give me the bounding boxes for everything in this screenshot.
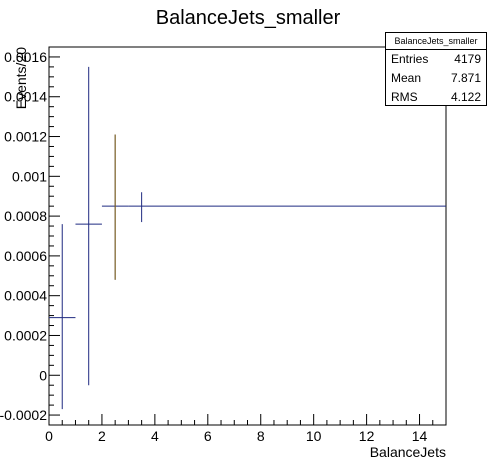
x-tick-label: 14 [412,428,428,444]
y-axis-label: Events/20 [13,47,29,109]
data-markers [49,66,446,410]
y-tick-label: 0 [39,367,47,383]
stats-row-mean: Mean 7.871 [386,69,486,88]
stats-row-rms: RMS 4.122 [386,88,486,107]
x-tick-label: 12 [359,428,375,444]
y-tick-label: -0.0002 [0,407,47,423]
y-tick-label: 0.0008 [4,208,47,224]
y-tick-label: 0.0004 [4,288,47,304]
y-tick-label: 0.0016 [4,49,47,65]
chart-title: BalanceJets_smaller [156,7,341,29]
x-tick-label: 10 [306,428,322,444]
x-axis-label: BalanceJets [370,444,446,460]
stats-value: 7.871 [450,71,481,85]
x-tick-label: 6 [204,428,212,444]
stats-row-entries: Entries 4179 [386,50,486,69]
stats-value: 4179 [454,52,481,66]
y-tick-label: 0.0014 [4,89,47,105]
x-tick-label: 4 [151,428,159,444]
stats-label: Mean [391,71,422,85]
x-tick-label: 8 [257,428,265,444]
y-tick-label: 0.001 [12,168,47,184]
y-tick-label: 0.0002 [4,327,47,343]
x-axis: 0 2 4 6 8 10 12 14 [45,414,447,444]
stats-value: 4.122 [450,90,481,104]
stats-box: BalanceJets_smaller Entries 4179 Mean 7.… [385,32,487,106]
y-tick-label: 0.0012 [4,129,47,145]
y-axis: -0.0002 0 0.0002 0.0004 0.0006 0.0008 0.001 0.0… [0,46,60,426]
stats-box-title: BalanceJets_smaller [386,33,486,50]
stats-label: Entries [391,52,429,66]
x-tick-label: 0 [45,428,53,444]
x-tick-label: 2 [98,428,106,444]
y-tick-label: 0.0006 [4,248,47,264]
stats-label: RMS [391,90,418,104]
